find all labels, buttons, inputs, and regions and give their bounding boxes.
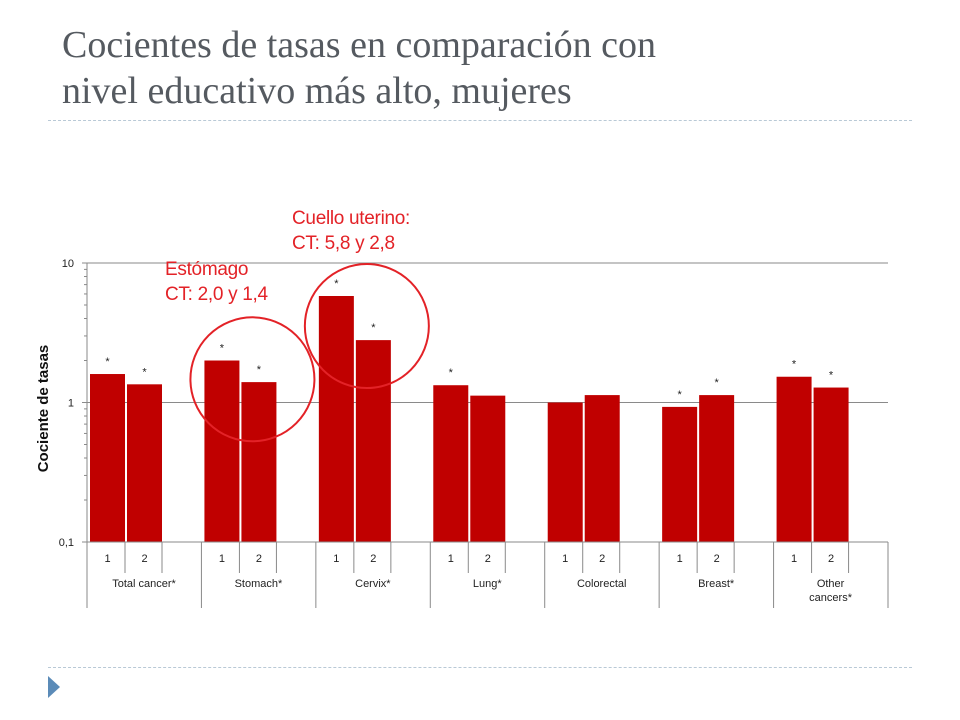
- slide-title-line2: nivel educativo más alto, mujeres: [62, 70, 572, 112]
- bar-group3-s1: [433, 385, 469, 542]
- bar-group4-s2: [584, 395, 620, 542]
- significance-star: *: [678, 389, 683, 401]
- bar-group1-s2: [241, 382, 277, 542]
- x-category-label: Cervix*: [355, 578, 391, 590]
- bar-group2-s2: [355, 340, 391, 542]
- bar-group2-s1: [318, 296, 354, 542]
- bar-group5-s1: [662, 406, 698, 542]
- y-tick-label: 10: [62, 258, 74, 270]
- stomach-callout-line1: Estómago: [165, 259, 249, 280]
- x-subcategory-label: 1: [677, 553, 683, 565]
- stomach-callout-line2: CT: 2,0 y 1,4: [165, 284, 268, 305]
- x-subcategory-label: 1: [333, 553, 339, 565]
- stomach-callout: Estómago CT: 2,0 y 1,4: [165, 257, 268, 307]
- slide-title-line1: Cocientes de tasas en comparación con: [62, 24, 657, 66]
- bar-group0-s1: [90, 374, 125, 542]
- bar-group1-s1: [204, 360, 240, 542]
- x-subcategory-label: 1: [448, 553, 454, 565]
- title-divider: [48, 120, 912, 121]
- y-tick-label: 0,1: [59, 537, 74, 549]
- y-axis-label: Cociente de tasas: [35, 345, 52, 473]
- footer-divider: [48, 667, 912, 668]
- x-subcategory-label: 1: [219, 553, 225, 565]
- highlight-circle: [303, 263, 430, 390]
- significance-star: *: [829, 370, 834, 382]
- x-subcategory-label: 2: [485, 553, 491, 565]
- x-category-label: cancers*: [809, 592, 853, 604]
- x-subcategory-label: 2: [370, 553, 376, 565]
- y-tick-label: 1: [68, 398, 74, 410]
- bar-group6-s2: [813, 387, 849, 542]
- x-subcategory-label: 1: [104, 553, 110, 565]
- x-category-label: Lung*: [473, 578, 502, 590]
- significance-star: *: [371, 322, 376, 334]
- x-subcategory-label: 2: [828, 553, 834, 565]
- significance-star: *: [257, 364, 262, 376]
- highlight-circle: [189, 316, 316, 443]
- x-subcategory-label: 1: [791, 553, 797, 565]
- significance-star: *: [715, 377, 720, 389]
- significance-star: *: [334, 278, 339, 290]
- bar-group3-s2: [470, 395, 506, 542]
- x-subcategory-label: 2: [714, 553, 720, 565]
- bar-group5-s2: [699, 395, 735, 542]
- x-subcategory-label: 1: [562, 553, 568, 565]
- cervix-callout: Cuello uterino: CT: 5,8 y 2,8: [292, 206, 410, 256]
- x-category-label: Stomach*: [235, 578, 283, 590]
- x-category-label: Colorectal: [577, 578, 627, 590]
- triangle-bullet-icon: [48, 676, 60, 698]
- x-subcategory-label: 2: [141, 553, 147, 565]
- x-category-label: Other: [817, 578, 845, 590]
- bar-group4-s1: [547, 402, 583, 542]
- slide-title: Cocientes de tasas en comparación con ni…: [62, 22, 922, 114]
- cervix-callout-line2: CT: 5,8 y 2,8: [292, 233, 395, 254]
- bar-group6-s1: [776, 376, 812, 542]
- significance-star: *: [220, 343, 225, 355]
- x-subcategory-label: 2: [256, 553, 262, 565]
- significance-star: *: [449, 367, 454, 379]
- bar-group0-s2: [127, 384, 162, 542]
- significance-star: *: [142, 366, 147, 378]
- cervix-callout-line1: Cuello uterino:: [292, 208, 411, 229]
- significance-star: *: [792, 359, 797, 371]
- x-category-label: Breast*: [698, 578, 735, 590]
- x-category-label: Total cancer*: [112, 578, 176, 590]
- significance-star: *: [105, 356, 110, 368]
- x-subcategory-label: 2: [599, 553, 605, 565]
